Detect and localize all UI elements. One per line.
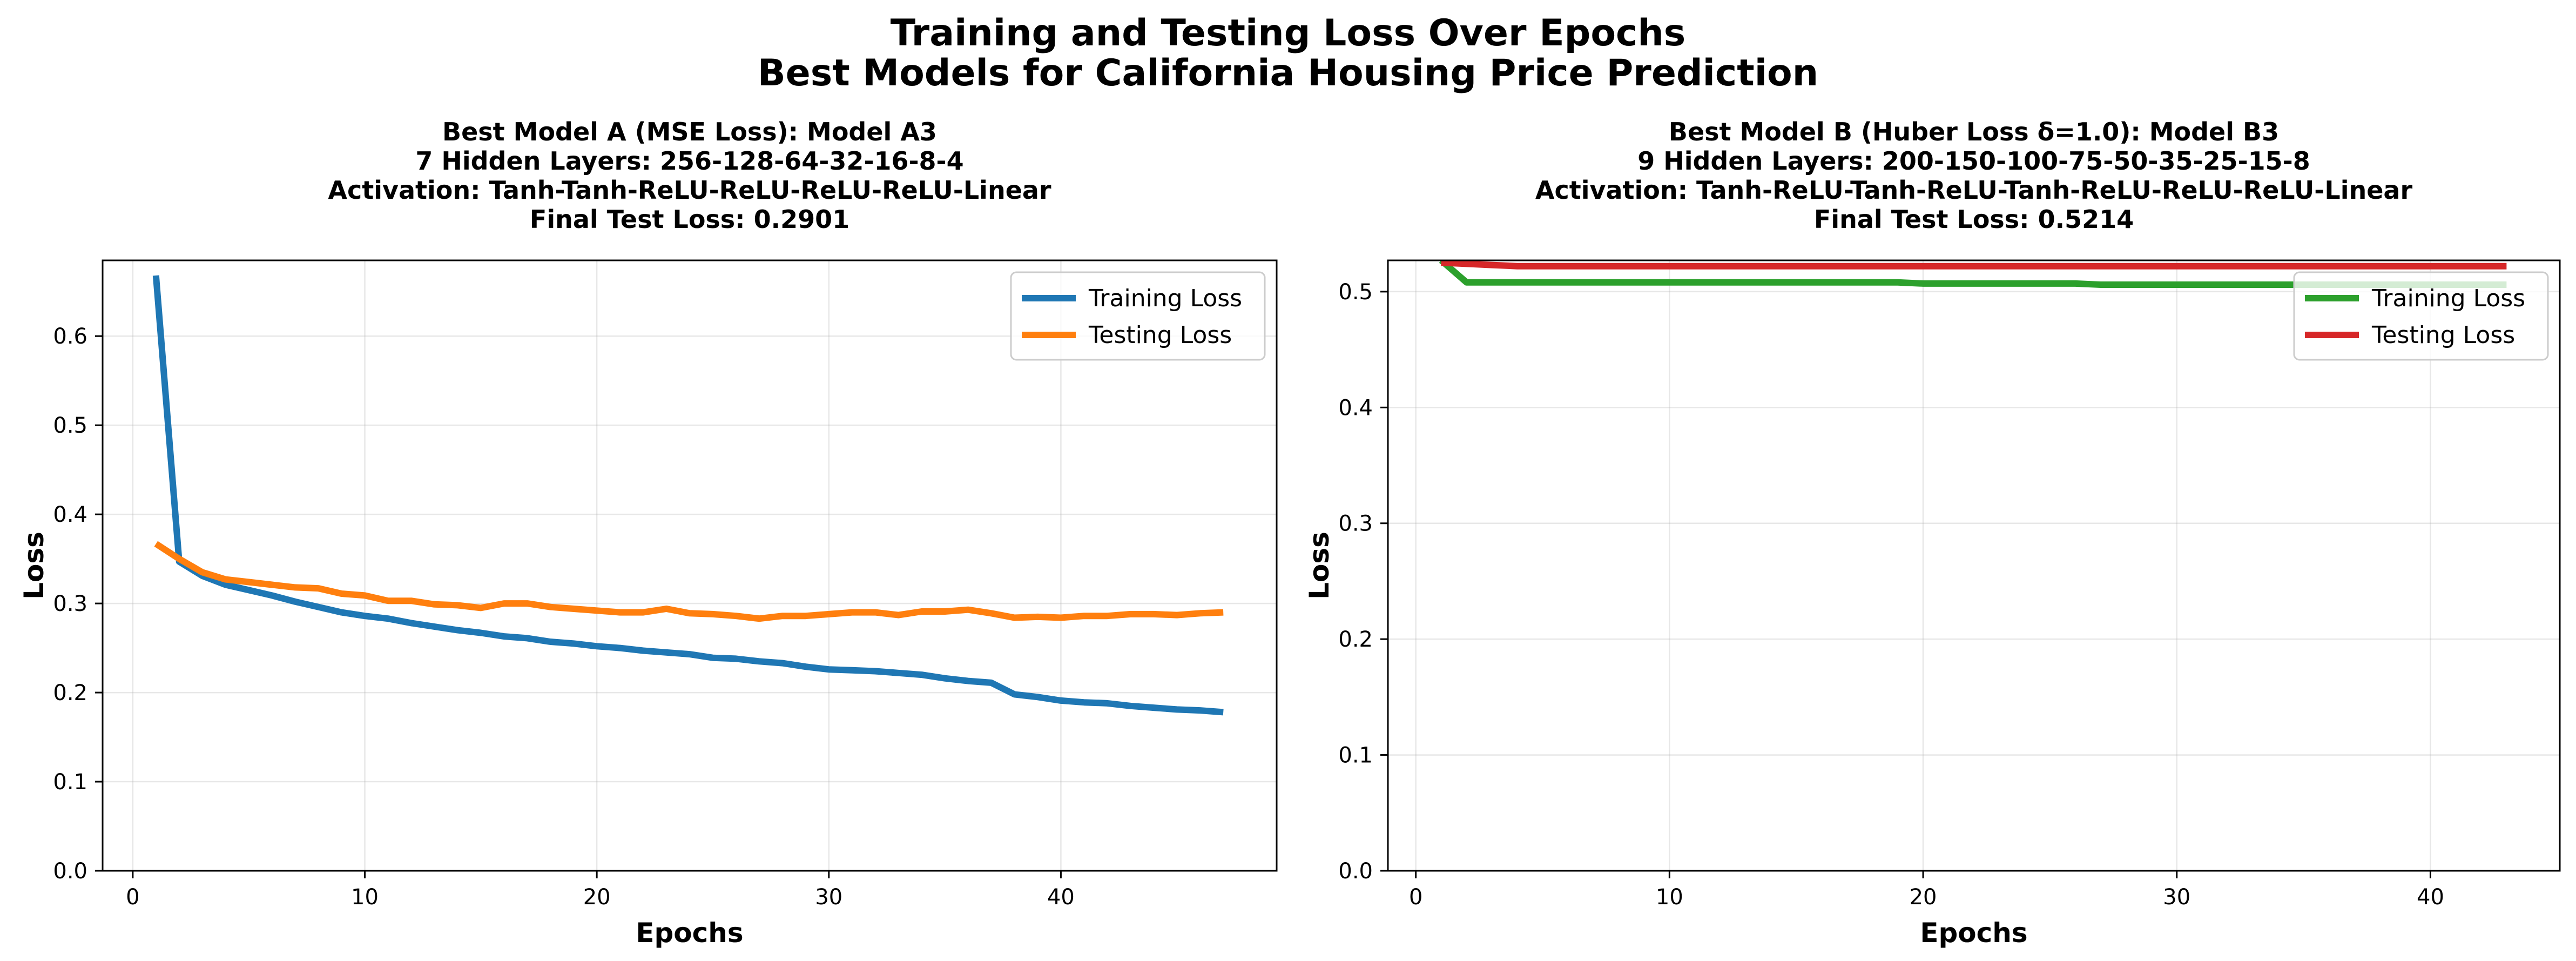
y-tick-label: 0.1 xyxy=(1338,743,1373,768)
y-tick-label: 0.2 xyxy=(1338,627,1373,652)
y-tick-label: 0.5 xyxy=(1338,280,1373,305)
legend-label: Training Loss xyxy=(2371,285,2525,312)
subplot-title-line: 7 Hidden Layers: 256-128-64-32-16-8-4 xyxy=(415,146,963,176)
legend-label: Training Loss xyxy=(1088,285,1242,312)
x-axis-label: Epochs xyxy=(636,917,743,949)
plot-frame xyxy=(102,259,1278,872)
x-tick-label: 40 xyxy=(2417,885,2444,910)
subplot-title-line: 9 Hidden Layers: 200-150-100-75-50-35-25… xyxy=(1637,146,2310,176)
y-tick-label: 0.1 xyxy=(53,770,87,795)
x-tick-label: 10 xyxy=(351,885,379,910)
series-line-testing-loss xyxy=(1441,260,2507,270)
y-tick-label: 0.2 xyxy=(53,681,87,705)
subplot-title-line: Best Model A (MSE Loss): Model A3 xyxy=(442,117,937,146)
x-tick-label: 20 xyxy=(583,885,611,910)
y-tick-label: 0.5 xyxy=(53,413,87,438)
legend-label: Testing Loss xyxy=(1088,321,1232,349)
x-tick-label: 10 xyxy=(1656,885,1683,910)
y-tick-label: 0.0 xyxy=(53,859,87,884)
subplot-title-line: Final Test Loss: 0.5214 xyxy=(1814,205,2134,234)
x-tick-label: 0 xyxy=(1409,885,1422,910)
panel-model-b: Best Model B (Huber Loss δ=1.0): Model B… xyxy=(1304,117,2561,949)
y-tick-label: 0.0 xyxy=(1338,859,1373,884)
y-axis-label: Loss xyxy=(1304,532,1335,600)
figure-title-line-2: Best Models for California Housing Price… xyxy=(758,52,1818,95)
x-tick-label: 30 xyxy=(2163,885,2190,910)
x-axis-label: Epochs xyxy=(1920,917,2027,949)
subplot-title-line: Activation: Tanh-ReLU-Tanh-ReLU-Tanh-ReL… xyxy=(1535,176,2413,205)
legend-label: Testing Loss xyxy=(2371,321,2515,349)
subplot-title-line: Best Model B (Huber Loss δ=1.0): Model B… xyxy=(1669,117,2279,146)
x-tick-label: 40 xyxy=(1047,885,1075,910)
y-tick-label: 0.6 xyxy=(53,324,87,349)
y-tick-label: 0.3 xyxy=(53,592,87,616)
series-line-testing-loss xyxy=(154,541,1224,622)
legend: Training Loss Testing Loss xyxy=(1010,271,1266,361)
x-tick-label: 0 xyxy=(126,885,139,910)
y-tick-label: 0.4 xyxy=(53,502,87,527)
y-tick-label: 0.4 xyxy=(1338,395,1373,420)
subplot-title-line: Final Test Loss: 0.2901 xyxy=(530,205,849,234)
legend: Training Loss Testing Loss xyxy=(2293,271,2549,361)
y-tick-label: 0.3 xyxy=(1338,512,1373,536)
figure-title-line-1: Training and Testing Loss Over Epochs xyxy=(891,12,1685,55)
y-axis-label: Loss xyxy=(18,532,50,600)
plot-frame xyxy=(1387,259,2561,872)
panel-model-a: Best Model A (MSE Loss): Model A37 Hidde… xyxy=(18,117,1278,949)
subplot-title-line: Activation: Tanh-Tanh-ReLU-ReLU-ReLU-ReL… xyxy=(328,176,1051,205)
series-line-training-loss xyxy=(152,275,1224,716)
x-tick-label: 30 xyxy=(815,885,842,910)
x-tick-label: 20 xyxy=(1910,885,1937,910)
